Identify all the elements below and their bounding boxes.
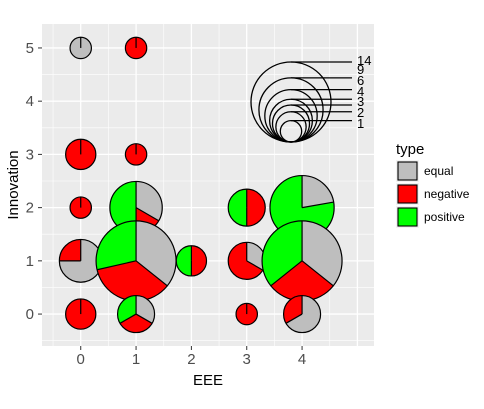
size-legend-label: 1 <box>357 116 364 131</box>
x-axis-title: EEE <box>193 372 223 389</box>
pie-slice-positive <box>228 189 247 227</box>
pie-divider <box>285 313 303 324</box>
pie-point <box>65 298 97 330</box>
y-tick-label: 5 <box>26 40 34 57</box>
x-axis-ticks: 0 1 2 3 4 <box>77 346 306 368</box>
pie-slice-negative <box>191 245 207 276</box>
pie-slice-negative <box>59 239 81 261</box>
pie-outline <box>116 294 156 334</box>
x-tick-label: 4 <box>298 351 306 368</box>
y-tick-label: 4 <box>26 93 34 110</box>
pie-divider <box>119 313 137 324</box>
pie-slice-equal <box>136 220 177 286</box>
pie-point <box>227 241 266 280</box>
legend-label-equal: equal <box>424 164 453 178</box>
pie-outline <box>227 188 266 227</box>
pie-point <box>124 36 148 60</box>
pie-divider <box>270 260 303 287</box>
pie-divider <box>135 313 153 324</box>
pie-outline <box>124 143 148 166</box>
pie-divider <box>135 207 160 222</box>
size-legend-label: 9 <box>357 62 364 77</box>
pie-outline <box>235 302 259 326</box>
pie-divider <box>301 260 334 287</box>
size-legend-label: 6 <box>357 73 364 88</box>
legend-swatch-positive <box>397 207 418 227</box>
pie-slice-positive <box>176 245 192 276</box>
pie-outline <box>65 138 97 171</box>
y-axis-title: Innovation <box>5 150 22 219</box>
data-pies <box>58 36 343 334</box>
pie-point <box>58 238 103 283</box>
y-tick-label: 3 <box>26 146 34 163</box>
pie-point <box>65 138 97 171</box>
legend-swatch-equal <box>397 161 418 181</box>
y-axis-ticks: 0 1 2 3 4 5 <box>26 40 42 323</box>
pie-divider <box>135 260 168 287</box>
pie-point <box>235 302 259 326</box>
pie-slice-negative <box>120 314 153 333</box>
pie-point <box>116 294 156 334</box>
pie-point <box>261 220 343 302</box>
pie-slice-negative <box>97 260 168 301</box>
legend-swatch-negative <box>397 184 418 204</box>
pie-point <box>69 36 93 60</box>
pie-slice-negative <box>70 196 92 219</box>
pie-slice-equal <box>302 175 334 208</box>
y-tick-label: 0 <box>26 306 34 323</box>
pie-outline <box>175 245 208 277</box>
pie-outline <box>65 298 97 330</box>
legend-title: type <box>396 141 424 158</box>
pie-outline <box>282 294 322 334</box>
pie-slice-negative <box>270 260 334 301</box>
pie-slice-equal <box>286 295 321 333</box>
type-legend: type equal negative positive <box>396 141 470 228</box>
pie-slice-negative <box>228 242 263 280</box>
size-legend-label: 4 <box>357 84 364 99</box>
legend-label-negative: negative <box>424 187 470 201</box>
x-tick-label: 2 <box>187 351 195 368</box>
pie-point <box>69 196 93 219</box>
pie-divider <box>246 260 264 271</box>
pie-divider <box>96 260 137 271</box>
pie-point <box>227 188 266 227</box>
pie-outline <box>69 196 93 219</box>
size-legend-label: 2 <box>357 105 364 120</box>
y-tick-label: 2 <box>26 200 34 217</box>
pie-slice-positive <box>262 220 303 286</box>
pie-slice-equal <box>302 220 343 286</box>
pie-point <box>175 245 208 277</box>
pie-outline <box>124 36 148 60</box>
legend-label-positive: positive <box>424 210 465 224</box>
pie-slice-negative <box>246 189 266 227</box>
pie-point <box>124 143 148 166</box>
pie-slice-positive <box>109 181 137 234</box>
x-tick-label: 1 <box>132 351 140 368</box>
size-legend-label: 14 <box>357 53 371 68</box>
pie-divider <box>301 201 334 209</box>
size-legend-label: 3 <box>357 94 364 109</box>
x-tick-label: 0 <box>77 351 85 368</box>
x-tick-label: 3 <box>243 351 251 368</box>
pie-point <box>95 220 177 302</box>
y-tick-label: 1 <box>26 253 34 270</box>
pie-point <box>282 294 322 334</box>
pie-outline <box>69 36 93 60</box>
pie-slice-positive <box>96 220 137 270</box>
